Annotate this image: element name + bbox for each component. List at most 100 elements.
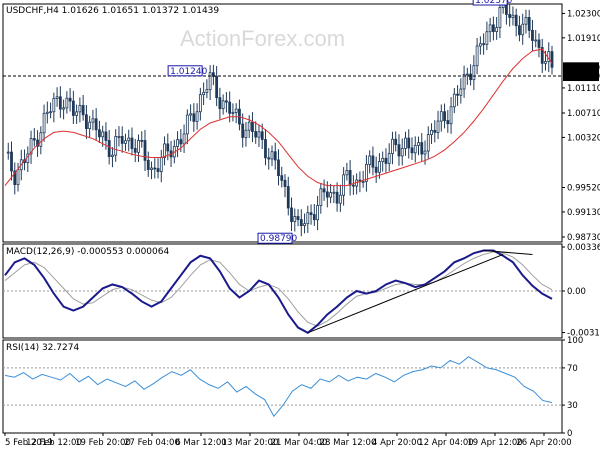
macd-support-trendline <box>307 253 504 334</box>
candle-body <box>316 205 319 221</box>
candle-body <box>283 179 287 187</box>
candle-body <box>91 118 95 123</box>
macd-line <box>4 249 553 334</box>
candle-body <box>518 25 521 36</box>
candle-body <box>16 169 20 185</box>
candle-body <box>384 157 388 164</box>
candle-body <box>413 145 417 154</box>
candle-body <box>443 111 446 121</box>
candle-body <box>456 93 459 96</box>
candles <box>6 0 554 237</box>
candle-body <box>231 112 235 114</box>
macd-y-tick-label: 0.003368 <box>567 243 600 253</box>
candle-body <box>75 111 79 116</box>
rsi-y-tick-label: 100 <box>567 336 583 346</box>
candle-body <box>342 174 346 196</box>
candle-body <box>378 161 381 173</box>
candle-body <box>205 89 209 93</box>
candle-body <box>218 97 222 110</box>
candle-body <box>495 27 499 32</box>
candle-body <box>159 157 163 173</box>
candle-body <box>221 100 225 110</box>
candle-body <box>208 72 212 90</box>
candle-body <box>98 129 101 138</box>
candle-body <box>6 151 10 154</box>
candle-body <box>114 136 118 156</box>
annotation-box <box>257 232 293 244</box>
candle-body <box>42 112 46 134</box>
annotation-label: 1.02370 <box>475 0 512 6</box>
candle-body <box>189 113 192 116</box>
candle-body <box>511 14 515 18</box>
candle-body <box>345 170 349 176</box>
candle-body <box>325 191 329 198</box>
candle-body <box>195 111 199 122</box>
candle-body <box>335 191 339 204</box>
candle-body <box>39 132 43 147</box>
candle-body <box>55 96 59 99</box>
candle-body <box>251 121 254 132</box>
candle-body <box>534 39 538 42</box>
candle-body <box>508 13 512 18</box>
candle-body <box>319 188 323 207</box>
candle-body <box>329 192 332 198</box>
candle-body <box>247 121 251 131</box>
candle-body <box>371 155 375 168</box>
candle-body <box>459 88 463 96</box>
candle-body <box>514 14 518 27</box>
rsi-y-tick-label: 30 <box>567 401 578 411</box>
candle-body <box>257 131 261 138</box>
rsi-header: RSI(14) 32.7274 <box>6 343 79 353</box>
x-tick-label: 19 Apr 12:00 <box>467 438 522 448</box>
candle-body <box>550 51 554 68</box>
candle-body <box>348 170 352 186</box>
candle-body <box>527 17 531 31</box>
candle-body <box>133 148 137 153</box>
x-tick-label: 4 Apr 20:00 <box>372 438 422 448</box>
macd-header: MACD(12,26,9) -0.000553 0.000064 <box>6 247 169 257</box>
rsi-y-tick-label: 0 <box>567 429 572 439</box>
rsi-y-tick-label: 70 <box>567 364 578 374</box>
candle-body <box>225 100 228 103</box>
candle-body <box>176 139 179 147</box>
candle-body <box>65 97 69 109</box>
candle-body <box>452 93 456 108</box>
x-tick-label: 5 Feb 2019 <box>5 438 53 448</box>
candle-body <box>101 131 105 138</box>
candle-body <box>410 147 414 154</box>
macd-signal-line <box>4 251 553 327</box>
candle-body <box>270 151 274 160</box>
candle-body <box>94 118 98 131</box>
candle-body <box>482 43 486 46</box>
x-tick-label: 12 Feb 12:00 <box>26 438 82 448</box>
annotation-box <box>472 0 508 6</box>
price-y-tick-label: 0.99130 <box>567 208 600 218</box>
candle-body <box>264 139 267 159</box>
x-tick-label: 26 Apr 20:00 <box>516 438 571 448</box>
annotation-label: 1.01240 <box>170 67 207 77</box>
candle-body <box>394 138 398 146</box>
candle-body <box>202 92 206 96</box>
candle-body <box>351 184 355 187</box>
candle-body <box>244 129 248 138</box>
candle-body <box>449 106 453 125</box>
x-tick-label: 12 Apr 04:00 <box>418 438 473 448</box>
price-y-tick-label: 1.01910 <box>567 34 600 44</box>
candle-body <box>400 148 404 157</box>
candle-body <box>485 31 489 45</box>
candle-body <box>306 212 310 225</box>
candle-body <box>374 166 378 173</box>
candle-body <box>531 29 534 41</box>
annotation-label: 0.98790 <box>260 234 297 244</box>
candle-body <box>273 151 277 161</box>
candle-body <box>423 150 427 155</box>
price-y-tick-label: 1.00710 <box>567 109 600 119</box>
price-y-tick-label: 1.00320 <box>567 133 600 143</box>
watermark: ActionForex.com <box>180 26 345 51</box>
candle-body <box>62 107 66 110</box>
annotation-box <box>167 65 203 77</box>
candle-body <box>130 137 134 149</box>
candle-body <box>228 101 232 114</box>
candle-body <box>365 164 368 182</box>
